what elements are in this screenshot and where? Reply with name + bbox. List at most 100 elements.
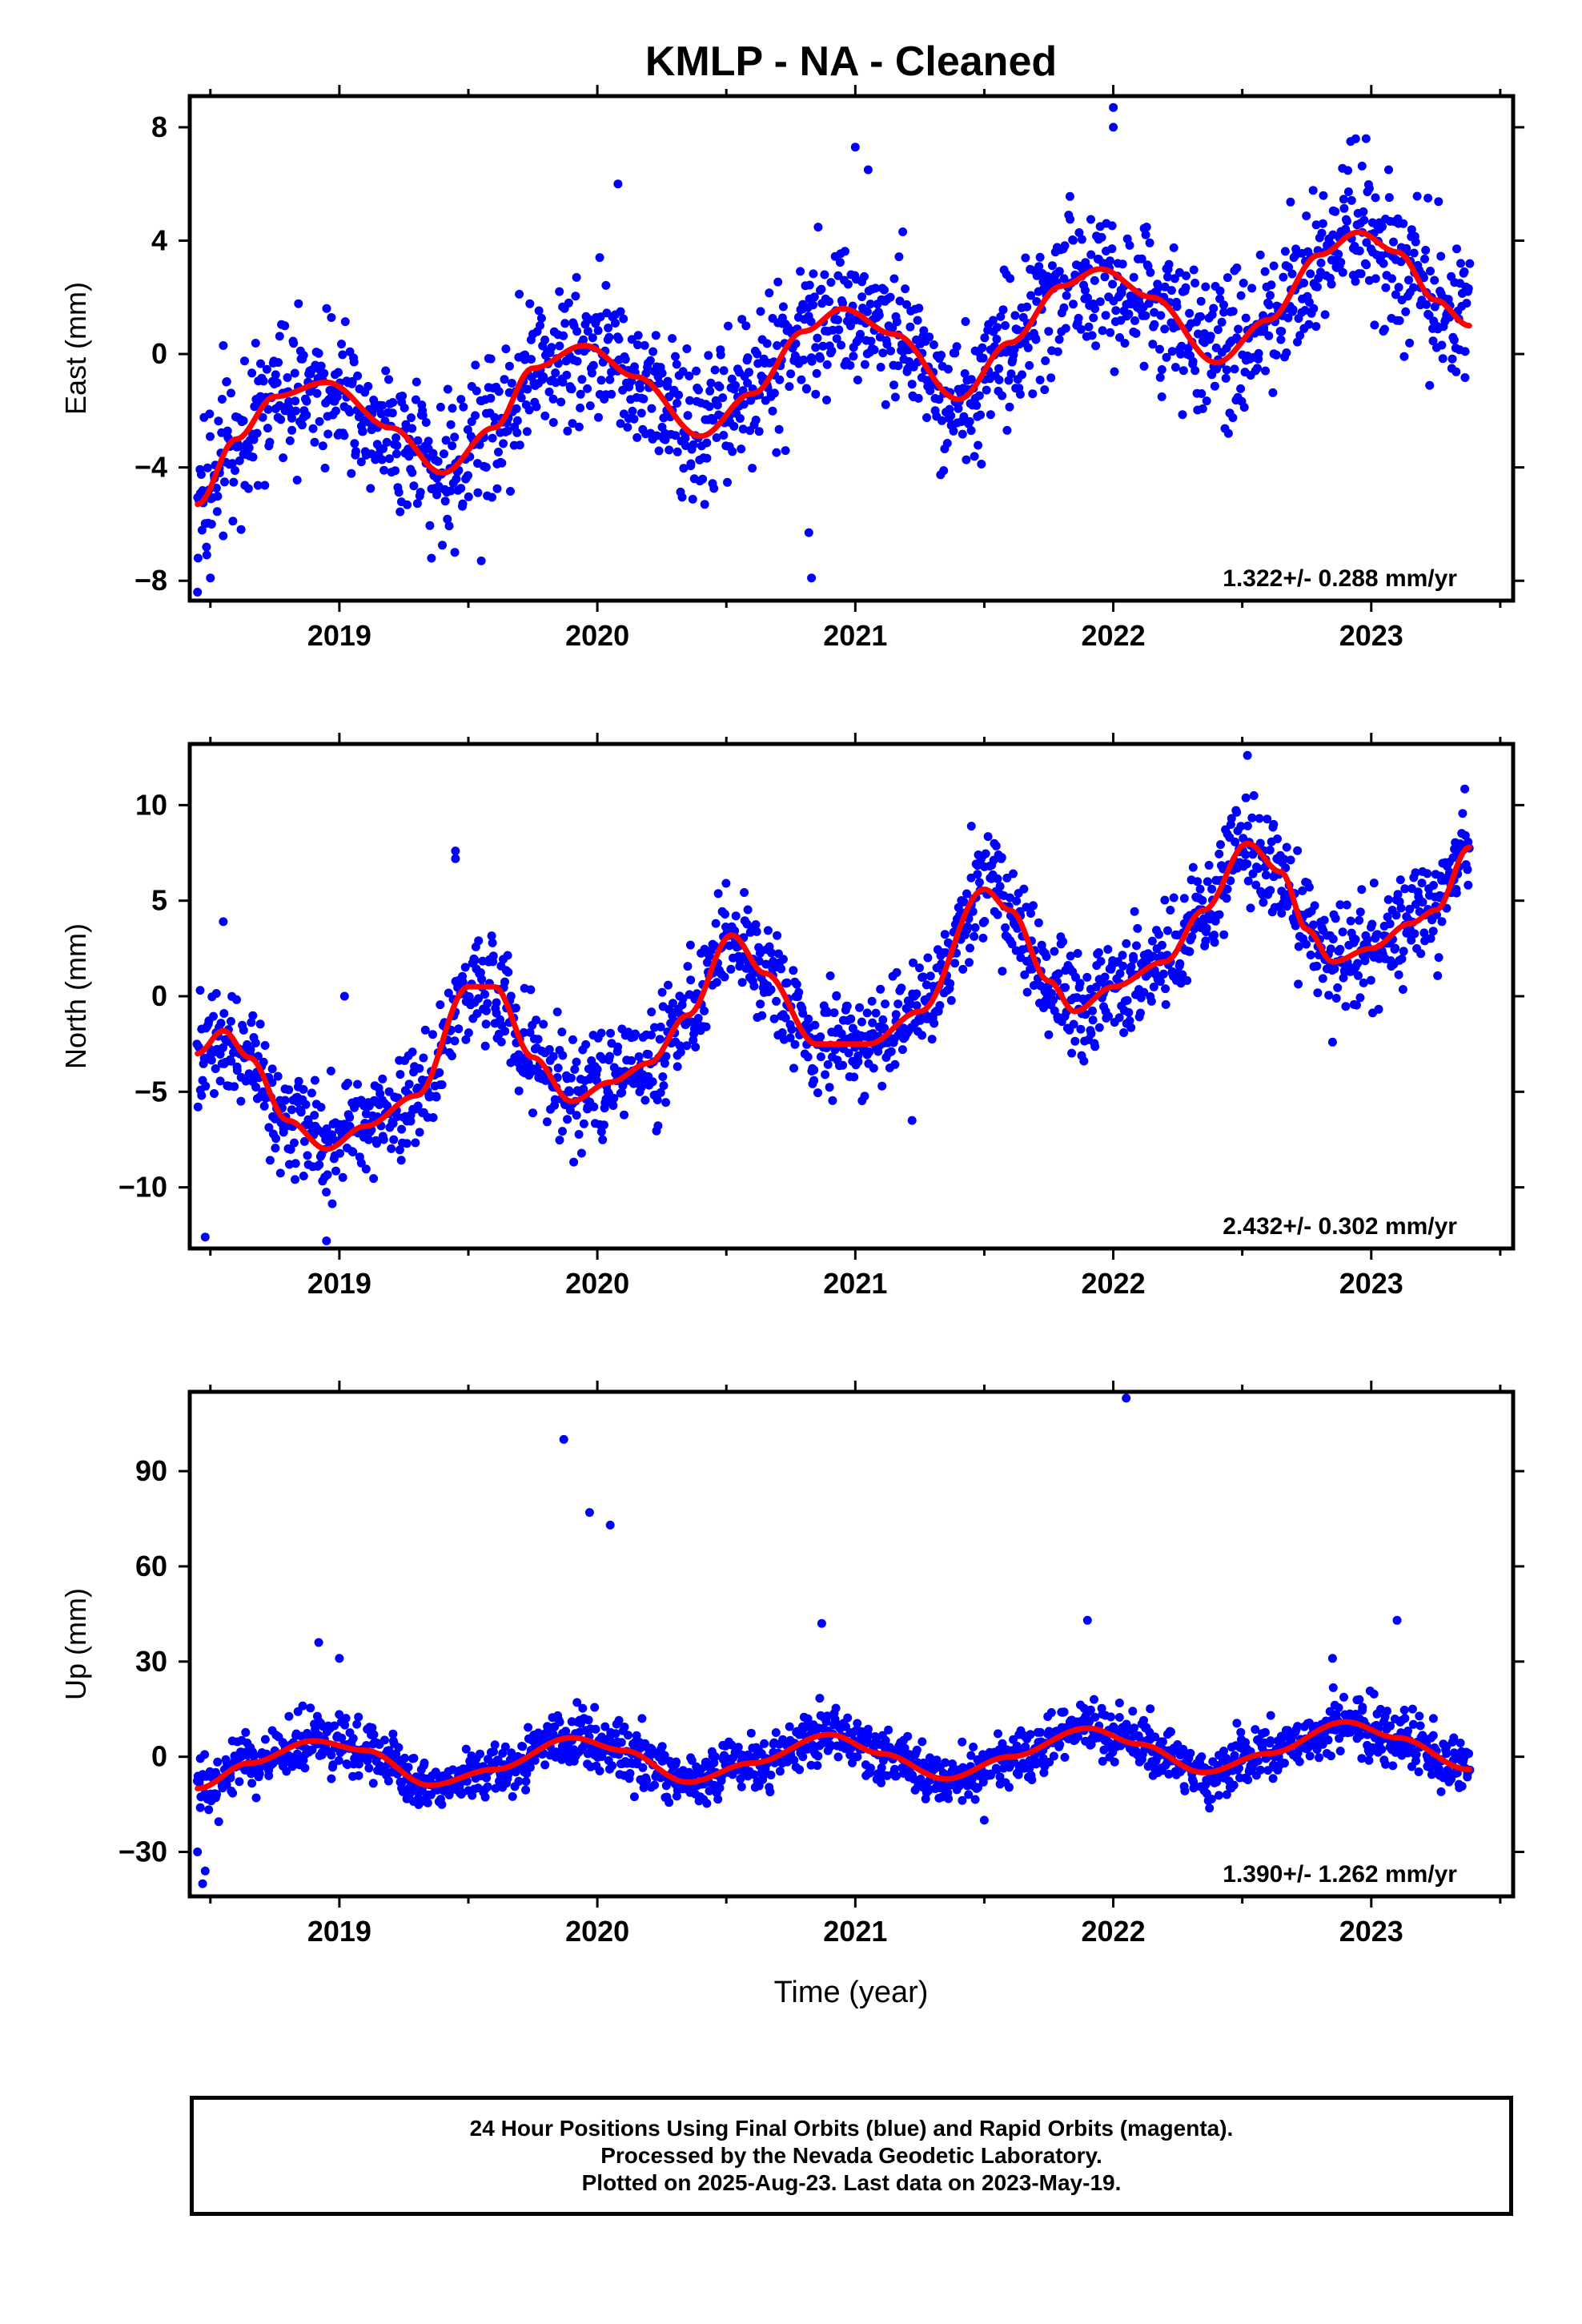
data-point [427,553,436,563]
data-point [420,1025,430,1035]
data-point [1126,962,1136,971]
data-point [988,316,998,325]
data-point [1180,1786,1190,1795]
data-point [635,384,644,393]
data-point [749,1770,759,1779]
data-point [773,277,783,287]
data-point [1383,895,1393,904]
data-point [1114,1713,1124,1722]
data-point [625,1769,635,1778]
data-point [1201,282,1211,292]
outlier-point [200,1232,210,1242]
data-point [878,348,888,358]
data-point [632,1076,642,1086]
data-point [291,396,300,406]
data-point [196,470,206,479]
data-point [287,413,296,423]
data-point [327,1199,337,1208]
data-point [893,999,903,1009]
data-point [540,1760,550,1770]
data-point [687,1755,697,1765]
data-point [1339,203,1349,213]
data-point [514,1086,524,1096]
data-point [596,1127,606,1136]
data-point [294,1076,303,1086]
data-point [629,414,639,424]
data-point [1021,253,1030,263]
data-point [1400,1714,1410,1723]
data-point [532,402,541,412]
data-point [1299,278,1309,287]
data-point [1094,1023,1104,1032]
data-point [1070,1036,1080,1046]
data-point [1015,389,1025,399]
data-point [450,432,460,442]
data-point [532,1015,541,1025]
data-point [483,999,492,1008]
data-point [1282,842,1291,852]
data-point [226,1773,235,1783]
data-point [379,444,387,453]
outlier-point [322,1236,331,1245]
data-point [702,438,712,448]
data-point [773,341,782,350]
data-point [235,442,244,451]
data-point [1311,220,1321,230]
data-point [640,1096,650,1105]
data-point [592,1064,602,1074]
data-point [1293,1722,1303,1731]
data-point [849,1072,859,1082]
data-point [686,459,696,468]
data-point [396,1156,406,1165]
data-point [202,542,211,552]
data-point [1081,1010,1090,1019]
data-point [1219,300,1228,310]
data-point [683,962,693,971]
data-point [579,1084,588,1094]
data-point [397,1124,407,1134]
data-point [1381,1759,1391,1769]
data-point [843,279,853,289]
data-point [1418,898,1427,907]
data-point [974,878,984,887]
data-point [1355,1731,1365,1740]
data-point [255,1769,264,1779]
data-point [713,400,722,410]
data-point [775,1767,785,1776]
data-point [958,429,967,439]
data-point [231,466,239,475]
data-point [743,378,753,388]
data-point [1367,919,1377,929]
data-point [799,356,809,364]
data-point [1393,890,1403,899]
data-point [1410,929,1419,939]
data-point [925,332,934,342]
data-point [428,1113,438,1122]
data-point [512,428,522,437]
data-point [470,955,480,965]
data-point [1062,291,1071,300]
data-point [353,1080,362,1089]
data-point [212,1790,222,1799]
data-point [1158,1737,1167,1747]
data-point [316,1103,326,1112]
data-point [220,477,229,487]
data-point [1132,941,1141,951]
data-point [275,332,284,341]
data-point [1328,935,1338,944]
data-point [652,1096,662,1104]
data-point [678,994,688,1003]
data-point [673,399,682,408]
data-point [1139,361,1149,371]
data-point [1066,215,1075,224]
data-point [676,1047,685,1057]
data-point [335,1710,344,1719]
data-point [876,363,885,372]
data-point [1286,855,1295,865]
data-point [1347,195,1356,205]
data-point [456,395,466,404]
data-point [520,350,530,360]
x-tick-label: 2022 [1082,1267,1146,1300]
data-point [633,331,643,340]
data-point [739,400,749,409]
